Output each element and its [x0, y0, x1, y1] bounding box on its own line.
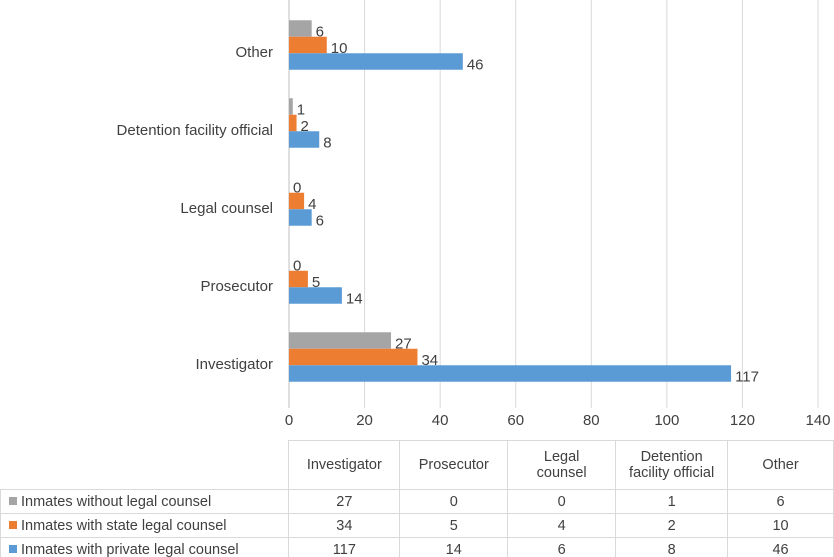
data-label: 10: [331, 40, 348, 57]
y-tick-label: Detention facility official: [117, 122, 273, 139]
bar: [289, 348, 418, 366]
legend-label: Inmates with private legal counsel: [21, 541, 239, 557]
data-label: 14: [346, 290, 363, 307]
data-label: 27: [395, 335, 412, 352]
table-cell: 117: [288, 537, 401, 557]
column-header: Legal counsel: [507, 440, 617, 490]
table-cell: 27: [288, 489, 401, 514]
table-cell: 2: [615, 513, 729, 538]
data-label: 6: [316, 212, 324, 229]
y-tick-label: Investigator: [195, 356, 273, 373]
header-row: Investigator Prosecutor Legal counsel De…: [0, 440, 834, 490]
table-cell: 0: [507, 489, 617, 514]
bar: [289, 36, 327, 54]
bar: [289, 270, 308, 288]
blank-cell: [0, 440, 289, 490]
legend-marker: [9, 544, 17, 553]
row-label: Inmates with state legal counsel: [0, 513, 290, 538]
data-table: Investigator Prosecutor Legal counsel De…: [0, 440, 834, 557]
row-label: Inmates with private legal counsel: [0, 537, 290, 557]
table-cell: 6: [507, 537, 617, 557]
x-tick-label: 60: [507, 412, 524, 429]
bar: [289, 209, 312, 226]
bar: [289, 192, 305, 210]
data-label: 5: [312, 274, 320, 291]
x-tick-label: 20: [356, 412, 373, 429]
table-cell: 8: [615, 537, 729, 557]
x-tick-label: 80: [583, 412, 600, 429]
x-tick-label: 100: [654, 412, 679, 429]
table-cell: 0: [399, 489, 509, 514]
column-header-text: Detention facility official: [629, 449, 715, 481]
legend-label: Inmates without legal counsel: [21, 493, 212, 510]
chart: 0 20 40 60 80 100 120 140Investigator2734117Pro…: [117, 0, 831, 429]
bar: [289, 114, 297, 132]
data-label: 34: [421, 352, 438, 369]
table-cell: 4: [507, 513, 617, 538]
bar: [289, 365, 732, 382]
bar: [289, 98, 293, 115]
data-label: 0: [293, 257, 301, 274]
legend-marker: [9, 520, 17, 529]
column-header: Investigator: [288, 440, 401, 490]
table-cell: 10: [727, 513, 834, 538]
bar: [289, 20, 312, 37]
legend-label: Inmates with state legal counsel: [21, 517, 227, 534]
x-tick-label: 0: [285, 412, 293, 429]
x-tick-label: 40: [432, 412, 449, 429]
data-label: 4: [308, 196, 316, 213]
data-label: 8: [323, 134, 331, 151]
data-label: 46: [467, 56, 484, 73]
table-cell: 1: [615, 489, 729, 514]
table-cell: 14: [399, 537, 509, 557]
column-header: Prosecutor: [399, 440, 509, 490]
table-cell: 46: [727, 537, 834, 557]
legend-marker: [9, 496, 17, 505]
table-cell: 5: [399, 513, 509, 538]
column-header-text: Legal counsel: [536, 449, 587, 481]
bar: [289, 131, 320, 148]
y-tick-label: Prosecutor: [200, 278, 273, 295]
x-tick-label: 140: [805, 412, 830, 429]
y-tick-label: Legal counsel: [180, 200, 273, 217]
row-label: Inmates without legal counsel: [0, 489, 290, 514]
table-cell: 6: [727, 489, 834, 514]
data-label: 1: [297, 101, 305, 118]
x-tick-label: 120: [730, 412, 755, 429]
y-tick-label: Other: [235, 44, 273, 61]
data-label: 0: [293, 179, 301, 196]
data-row: Inmates with state legal counsel 34 5 4 2 10: [0, 513, 834, 538]
bar: [289, 332, 392, 349]
column-header: Detention facility official: [615, 440, 729, 490]
bar: [289, 53, 463, 70]
table-cell: 34: [288, 513, 401, 538]
data-row: Inmates without legal counsel 27 0 0 1 6: [0, 489, 834, 514]
column-header: Other: [727, 440, 834, 490]
data-label: 117: [735, 368, 759, 385]
bar: [289, 287, 342, 304]
data-label: 6: [316, 23, 324, 40]
data-label: 2: [301, 118, 309, 135]
data-row: Inmates with private legal counsel 117 14 6…: [0, 537, 834, 557]
